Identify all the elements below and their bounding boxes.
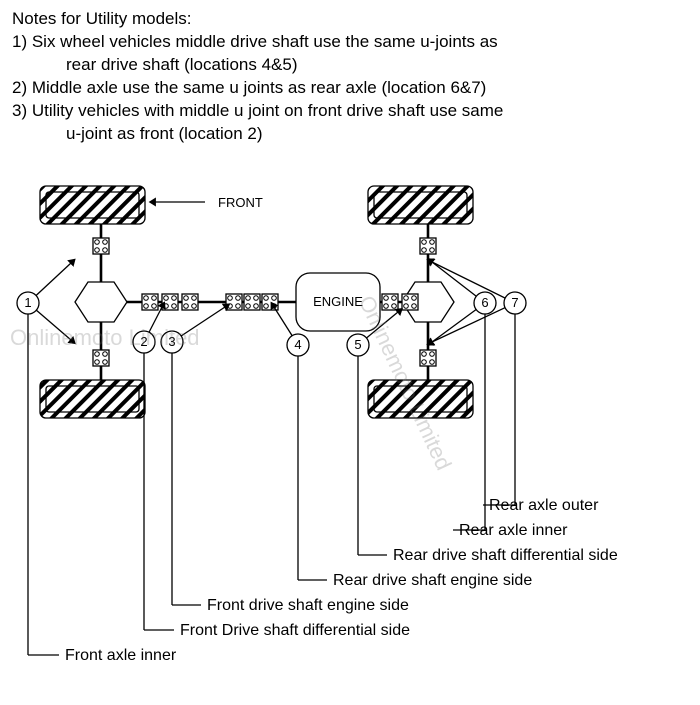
- u-joint: [420, 238, 436, 254]
- svg-text:6: 6: [481, 295, 488, 310]
- u-joint: [162, 294, 178, 310]
- u-joint: [93, 238, 109, 254]
- u-joint: [182, 294, 198, 310]
- u-joint: [244, 294, 260, 310]
- svg-text:3: 3: [168, 334, 175, 349]
- svg-text:7: 7: [511, 295, 518, 310]
- callout-label-3: Front drive shaft engine side: [207, 597, 409, 615]
- u-joint: [382, 294, 398, 310]
- tire: [40, 380, 145, 418]
- engine-label: ENGINE: [313, 294, 363, 309]
- u-joint: [226, 294, 242, 310]
- notes-line: rear drive shaft (locations 4&5): [12, 54, 688, 77]
- u-joint: [142, 294, 158, 310]
- tire: [40, 186, 145, 224]
- svg-text:1: 1: [24, 295, 31, 310]
- callout-label-5: Rear drive shaft differential side: [393, 547, 618, 565]
- u-joint: [262, 294, 278, 310]
- tire: [368, 380, 473, 418]
- notes-title: Notes for Utility models:: [12, 8, 688, 31]
- callout-label-6: Rear axle inner: [459, 522, 568, 540]
- notes-line: 2) Middle axle use the same u joints as …: [12, 77, 688, 100]
- notes-block: Notes for Utility models: 1) Six wheel v…: [0, 0, 700, 150]
- notes-line: u-joint as front (location 2): [12, 123, 688, 146]
- notes-line: 1) Six wheel vehicles middle drive shaft…: [12, 31, 688, 54]
- notes-line: 3) Utility vehicles with middle u joint …: [12, 100, 688, 123]
- callout-label-4: Rear drive shaft engine side: [333, 572, 532, 590]
- svg-text:5: 5: [354, 337, 361, 352]
- svg-text:4: 4: [294, 337, 301, 352]
- tire: [368, 186, 473, 224]
- svg-text:2: 2: [140, 334, 147, 349]
- drivetrain-diagram: ENGINE FRONT 1 2 3 4 5 6 7: [0, 170, 700, 700]
- front-label: FRONT: [218, 195, 263, 210]
- u-joint: [420, 350, 436, 366]
- u-joint: [93, 350, 109, 366]
- u-joint: [402, 294, 418, 310]
- callout-label-1: Front axle inner: [65, 647, 176, 665]
- callout-label-7: Rear axle outer: [489, 497, 598, 515]
- differential: [75, 282, 127, 322]
- callout-label-2: Front Drive shaft differential side: [180, 622, 410, 640]
